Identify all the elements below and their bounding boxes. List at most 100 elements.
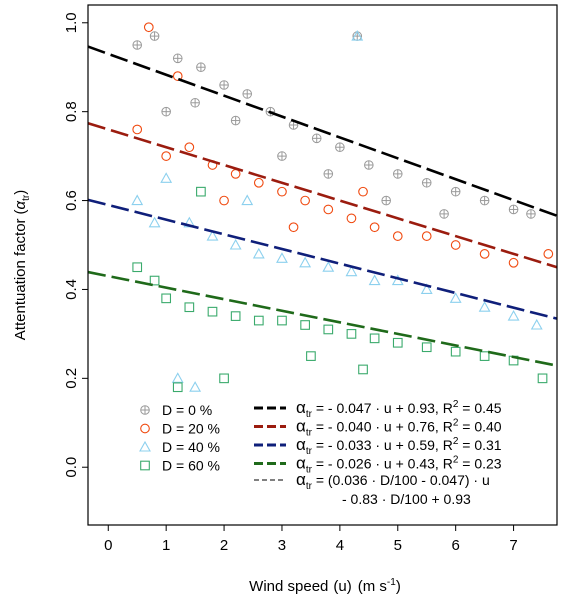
fit-line	[87, 45, 558, 218]
data-point	[345, 265, 358, 277]
data-point	[392, 337, 403, 348]
legend-equation: αtr = - 0.026 · u + 0.43, R2 = 0.23	[296, 454, 502, 476]
data-point	[253, 315, 264, 326]
data-point	[230, 311, 241, 321]
y-tick-label: 0.2	[63, 368, 80, 389]
y-axis-title-symbol: α	[12, 200, 29, 209]
legend-series-label: D = 20 %	[162, 421, 220, 437]
data-point	[543, 249, 554, 259]
y-axis-title-subscript: tr	[21, 194, 32, 201]
data-point	[322, 261, 335, 272]
data-point	[358, 364, 368, 375]
data-point	[507, 309, 520, 321]
data-point	[277, 151, 287, 161]
data-point	[420, 283, 433, 294]
data-point	[277, 186, 287, 197]
data-point	[306, 351, 316, 361]
data-point	[219, 80, 229, 90]
data-point	[368, 274, 381, 286]
data-point	[358, 186, 368, 197]
data-point	[184, 302, 195, 313]
data-point	[335, 142, 345, 153]
data-point	[172, 71, 183, 81]
x-axis-title-text: Wind speed	[249, 578, 328, 595]
x-tick-label: 1	[162, 537, 170, 554]
data-point	[288, 222, 299, 233]
data-point	[369, 333, 380, 344]
data-point	[161, 106, 171, 117]
legend-marker	[140, 405, 150, 415]
legend-marker	[139, 440, 151, 452]
data-point	[439, 209, 449, 219]
data-point	[450, 240, 461, 250]
data-point	[421, 342, 432, 353]
data-point	[196, 62, 206, 73]
data-point	[479, 351, 490, 361]
data-point	[508, 204, 519, 215]
x-axis-title-unit-sup: -1	[387, 577, 396, 588]
data-point	[299, 256, 312, 268]
data-point	[300, 320, 310, 330]
data-point	[219, 373, 229, 384]
fit-lines-layer	[87, 45, 558, 367]
y-tick-label: 1.0	[63, 12, 80, 33]
data-point	[189, 381, 202, 392]
y-tick-label: 0.0	[63, 457, 80, 478]
data-point	[172, 382, 183, 393]
x-tick-label: 2	[220, 537, 228, 554]
data-point	[206, 229, 219, 241]
data-point	[219, 195, 229, 206]
data-point	[369, 222, 380, 233]
data-point	[148, 216, 161, 228]
fit-line	[87, 198, 558, 320]
data-point	[253, 177, 264, 188]
y-axis-title: Attentuation factor(αtr)	[12, 190, 32, 340]
data-point	[323, 324, 334, 335]
y-axis-title-text: Attentuation factor	[12, 218, 29, 340]
data-point	[172, 53, 183, 64]
x-axis-title-unit-close: )	[396, 578, 401, 595]
data-point	[381, 195, 391, 206]
x-tick-label: 7	[509, 537, 517, 554]
y-tick-label: 0.4	[63, 279, 80, 300]
legend-series-label: D = 60 %	[162, 458, 220, 474]
data-point	[241, 194, 254, 206]
data-point	[143, 22, 154, 33]
data-point	[190, 97, 200, 108]
x-tick-label: 6	[452, 537, 460, 554]
data-point	[132, 40, 143, 50]
data-point	[276, 252, 288, 263]
data-point	[346, 329, 357, 339]
plot-frame	[87, 4, 558, 526]
data-point	[537, 373, 548, 384]
data-point	[252, 247, 265, 259]
legend-equation: αtr = - 0.040 · u + 0.76, R2 = 0.40	[296, 417, 502, 439]
data-point	[171, 372, 184, 383]
data-point	[351, 29, 364, 41]
data-point	[161, 151, 172, 161]
x-axis-title: Wind speed (u) (m s-1)	[249, 577, 401, 595]
general-equation-line2: - 0.83 · D/100 + 0.93	[342, 491, 471, 507]
data-point	[184, 142, 195, 153]
legend-equation: αtr = - 0.033 · u + 0.59, R2 = 0.31	[296, 435, 502, 457]
data-point	[364, 160, 374, 170]
x-tick-label: 3	[278, 537, 286, 554]
legend-series-label: D = 0 %	[162, 402, 212, 418]
data-point	[479, 195, 490, 206]
data-point	[161, 293, 172, 304]
data-point	[508, 257, 519, 268]
data-point	[346, 213, 357, 224]
data-point	[300, 195, 310, 206]
fit-line	[87, 270, 558, 367]
legend-equation: αtr = - 0.047 · u + 0.93, R2 = 0.45	[296, 398, 502, 420]
data-point	[449, 292, 462, 303]
legend-series-label: D = 40 %	[162, 439, 220, 455]
data-point	[277, 315, 287, 326]
data-point	[229, 238, 242, 250]
data-point	[479, 249, 490, 259]
general-equation-line1: αtr = (0.036 · D/100 - 0.047) · u	[296, 470, 490, 492]
data-point	[323, 204, 334, 215]
data-point	[421, 177, 432, 188]
